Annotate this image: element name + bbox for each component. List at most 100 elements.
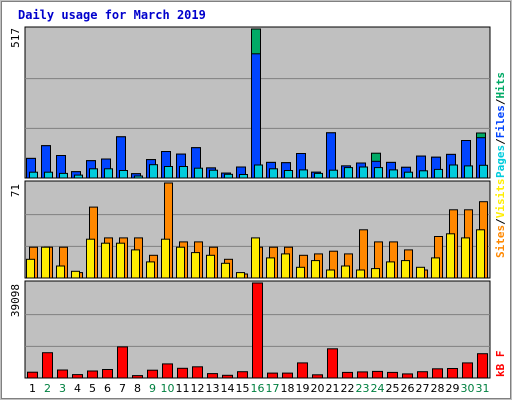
legend-pages: Pages	[494, 145, 507, 178]
bar-visits-day-26	[401, 260, 410, 279]
bar-kbytes-day-15	[237, 371, 248, 379]
bar-visits-day-23	[356, 269, 365, 279]
day-label-29: 29	[446, 382, 460, 395]
bar-pages-day-22	[344, 167, 353, 179]
bar-pages-day-20	[314, 172, 323, 179]
day-label-1: 1	[29, 382, 36, 395]
bar-pages-day-1	[29, 171, 38, 179]
bar-visits-day-14	[221, 262, 230, 279]
bar-pages-day-18	[284, 170, 293, 179]
bar-kbytes-day-12	[192, 366, 203, 379]
legend-top: Pages/Files/Hits	[494, 72, 507, 178]
day-label-25: 25	[386, 382, 400, 395]
y-max-label-top: 517	[9, 28, 22, 48]
y-max-label-bottom: 39098	[9, 284, 22, 317]
bar-visits-day-17	[266, 257, 275, 279]
bar-kbytes-day-25	[387, 371, 398, 379]
bar-kbytes-day-9	[147, 369, 158, 379]
chart-title: Daily usage for March 2019	[18, 8, 206, 22]
legend-middle: Sites/Visits	[494, 179, 507, 259]
day-label-24: 24	[371, 382, 385, 395]
legend-visits: Visits	[494, 179, 507, 219]
bar-visits-day-24	[371, 268, 380, 279]
bar-pages-day-9	[149, 164, 158, 179]
bar-pages-day-12	[194, 167, 203, 179]
day-label-15: 15	[236, 382, 250, 395]
bar-visits-day-1	[26, 258, 35, 279]
bar-pages-day-29	[449, 164, 458, 179]
panel-visits-sites	[24, 180, 491, 279]
day-label-28: 28	[431, 382, 445, 395]
bar-visits-day-8	[131, 249, 140, 279]
bar-visits-day-10	[161, 238, 170, 279]
bar-visits-day-22	[341, 265, 350, 279]
day-label-27: 27	[416, 382, 430, 395]
panel-hits-files-pages	[24, 26, 491, 179]
legend-sep: /	[494, 98, 507, 105]
bar-pages-day-27	[419, 170, 428, 179]
bar-pages-day-17	[269, 168, 278, 179]
day-label-22: 22	[341, 382, 355, 395]
bar-pages-day-10	[164, 166, 173, 179]
legend-kbytes: kB F	[494, 351, 507, 378]
y-max-label-middle: 71	[9, 184, 22, 197]
bar-kbytes-day-3	[57, 369, 68, 379]
bar-kbytes-day-7	[117, 346, 128, 379]
bar-kbytes-day-10	[162, 363, 173, 379]
bar-kbytes-day-24	[372, 370, 383, 379]
bar-visits-day-20	[311, 260, 320, 279]
bar-kbytes-day-6	[102, 369, 113, 379]
day-label-30: 30	[461, 382, 475, 395]
day-label-21: 21	[326, 382, 340, 395]
bar-visits-day-31	[476, 229, 485, 279]
day-label-23: 23	[356, 382, 370, 395]
bar-pages-day-13	[209, 169, 218, 179]
bar-files-day-16	[251, 53, 261, 179]
bar-kbytes-day-18	[282, 372, 293, 379]
bar-pages-day-11	[179, 166, 188, 179]
day-label-2: 2	[44, 382, 51, 395]
bar-kbytes-day-11	[177, 367, 188, 379]
bar-kbytes-day-2	[42, 352, 53, 379]
day-label-9: 9	[149, 382, 156, 395]
bar-pages-day-4	[74, 174, 83, 179]
day-label-17: 17	[266, 382, 280, 395]
bar-pages-day-19	[299, 169, 308, 179]
legend-sep: /	[494, 138, 507, 145]
legend-sites: Sites	[494, 225, 507, 258]
legend-bottom: kB F	[494, 351, 507, 378]
bar-kbytes-day-30	[462, 362, 473, 379]
bar-kbytes-day-31	[477, 353, 488, 379]
bar-visits-day-7	[116, 242, 125, 279]
bar-kbytes-day-26	[402, 373, 413, 379]
day-label-6: 6	[104, 382, 111, 395]
panel-kbytes	[24, 280, 491, 379]
bar-kbytes-day-4	[72, 374, 83, 379]
bar-visits-day-12	[191, 252, 200, 279]
bar-pages-day-14	[224, 173, 233, 179]
bar-kbytes-day-29	[447, 368, 458, 379]
legend-sep: /	[494, 218, 507, 225]
bar-kbytes-day-20	[312, 374, 323, 379]
bar-pages-day-15	[239, 174, 248, 179]
bar-pages-day-2	[44, 171, 53, 179]
bar-visits-day-6	[101, 242, 110, 279]
legend-hits: Hits	[494, 72, 507, 99]
bar-visits-day-28	[431, 257, 440, 279]
day-label-19: 19	[296, 382, 310, 395]
bar-kbytes-day-16	[252, 282, 263, 379]
bar-pages-day-5	[89, 168, 98, 179]
bar-visits-day-15	[236, 272, 245, 279]
bar-visits-day-25	[386, 261, 395, 279]
day-label-12: 12	[191, 382, 205, 395]
day-label-4: 4	[74, 382, 81, 395]
bar-pages-day-21	[329, 169, 338, 179]
bar-visits-day-16	[251, 237, 260, 279]
bar-pages-day-8	[134, 175, 143, 179]
day-label-13: 13	[206, 382, 220, 395]
bar-pages-day-24	[374, 167, 383, 179]
bar-kbytes-day-1	[27, 371, 38, 379]
x-axis-day-labels: 1 2 3 4 5 6 7 8 9 10 11 12 13 14 15 16 17 18 19 20 21 22 23 24 2…	[29, 382, 490, 395]
